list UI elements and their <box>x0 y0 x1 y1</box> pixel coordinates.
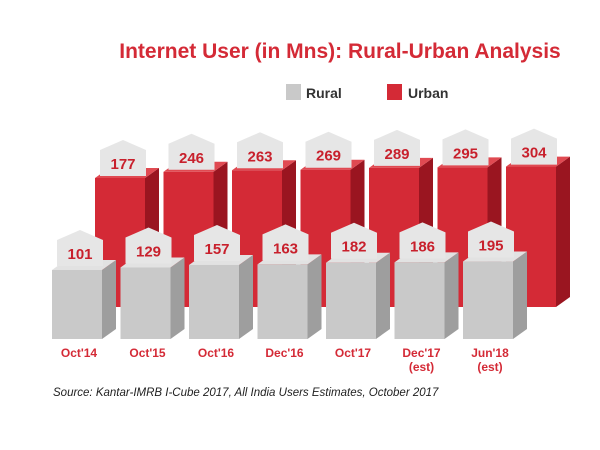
rural-series: 101 129 157 163 182 186 195 <box>52 221 527 339</box>
rural-value-label-5: 186 <box>399 222 446 259</box>
rural-value-label-6-text: 195 <box>478 238 503 255</box>
rural-bar-6-front <box>463 261 513 339</box>
category-label-1: Oct'15 <box>129 346 166 360</box>
urban-value-label-1-box <box>168 133 215 170</box>
rural-bar-2 <box>189 254 253 339</box>
rural-value-label-0: 101 <box>57 230 103 266</box>
rural-value-label-0-text: 101 <box>67 246 92 263</box>
urban-value-label-3-text: 269 <box>316 148 341 165</box>
urban-value-label-5: 295 <box>442 129 489 166</box>
urban-value-label-1: 246 <box>168 133 215 170</box>
category-label-3: Dec'16 <box>265 346 304 360</box>
legend-label-rural: Rural <box>306 85 342 101</box>
category-label-2: Oct'16 <box>198 346 235 360</box>
urban-value-label-2: 263 <box>237 132 283 169</box>
rural-bar-4-front <box>326 262 376 339</box>
rural-bar-4-side <box>376 252 390 339</box>
urban-value-label-6-text: 304 <box>521 145 547 162</box>
urban-value-label-5-text: 295 <box>453 145 478 162</box>
urban-value-label-0: 177 <box>100 140 146 176</box>
urban-value-label-2-text: 263 <box>247 148 272 165</box>
chart-title: Internet User (in Mns): Rural-Urban Anal… <box>119 40 560 63</box>
rural-bar-6 <box>463 251 527 339</box>
rural-value-label-1-text: 129 <box>136 243 161 260</box>
category-label-0: Oct'14 <box>61 346 98 360</box>
rural-value-label-2-text: 157 <box>204 241 229 258</box>
rural-bar-0-side <box>102 260 116 339</box>
rural-value-label-5-text: 186 <box>410 238 435 255</box>
urban-value-label-2-box <box>237 132 283 169</box>
rural-bar-6-side <box>513 251 527 339</box>
legend-label-urban: Urban <box>408 85 448 101</box>
urban-value-label-3-box <box>305 131 352 168</box>
rural-value-label-4: 182 <box>331 222 377 259</box>
urban-value-label-0-text: 177 <box>110 156 135 173</box>
rural-bar-0-front <box>52 270 102 339</box>
rural-bar-2-side <box>239 254 253 339</box>
category-label-5: Dec'17 <box>402 346 441 360</box>
urban-value-label-5-box <box>442 129 489 166</box>
rural-value-label-3: 163 <box>262 224 309 261</box>
urban-value-label-4: 289 <box>374 129 420 166</box>
rural-value-label-1: 129 <box>125 227 172 264</box>
legend-swatch-urban <box>387 84 402 100</box>
urban-bar-6-side <box>556 156 570 307</box>
rural-bar-1-front <box>120 267 171 339</box>
rural-bar-5-side <box>444 252 459 339</box>
rural-value-label-3-box <box>262 224 309 261</box>
rural-bar-3-side <box>307 254 322 339</box>
rural-bar-4 <box>326 252 390 339</box>
rural-bar-5 <box>394 252 459 339</box>
legend-swatch-rural <box>286 84 301 100</box>
legend: Rural Urban <box>286 84 448 101</box>
category-sublabel-5: (est) <box>409 360 434 374</box>
urban-value-label-4-box <box>374 129 420 166</box>
rural-value-label-5-box <box>399 222 446 259</box>
rural-bar-2-front <box>189 264 239 339</box>
rural-value-label-3-text: 163 <box>273 240 298 257</box>
rural-bar-1 <box>120 257 185 339</box>
urban-value-label-4-text: 289 <box>384 146 409 163</box>
rural-bar-0 <box>52 260 116 339</box>
rural-value-label-1-box <box>125 227 172 264</box>
urban-value-label-6: 304 <box>511 128 557 165</box>
rural-bar-3-front <box>257 264 308 339</box>
category-label-6: Jun'18 <box>471 346 509 360</box>
category-sublabel-6: (est) <box>477 360 502 374</box>
category-label-4: Oct'17 <box>335 346 372 360</box>
urban-value-label-0-box <box>100 140 146 176</box>
rural-value-label-6-box <box>468 221 514 258</box>
rural-bar-5-front <box>394 262 445 339</box>
rural-value-label-4-box <box>331 222 377 259</box>
rural-value-label-6: 195 <box>468 221 514 258</box>
source-note: Source: Kantar-IMRB I-Cube 2017, All Ind… <box>53 387 439 399</box>
urban-value-label-1-text: 246 <box>179 150 204 167</box>
category-axis: Oct'14 Oct'15 Oct'16 Dec'16 Oct'17 Dec'17(est… <box>61 346 509 374</box>
urban-value-label-6-box <box>511 128 557 165</box>
rural-value-label-0-box <box>57 230 103 266</box>
rural-value-label-2: 157 <box>194 224 240 261</box>
rural-value-label-4-text: 182 <box>341 239 366 256</box>
rural-bar-1-side <box>170 257 185 339</box>
rural-value-label-2-box <box>194 224 240 261</box>
rural-bar-3 <box>257 254 322 339</box>
urban-value-label-3: 269 <box>305 131 352 168</box>
